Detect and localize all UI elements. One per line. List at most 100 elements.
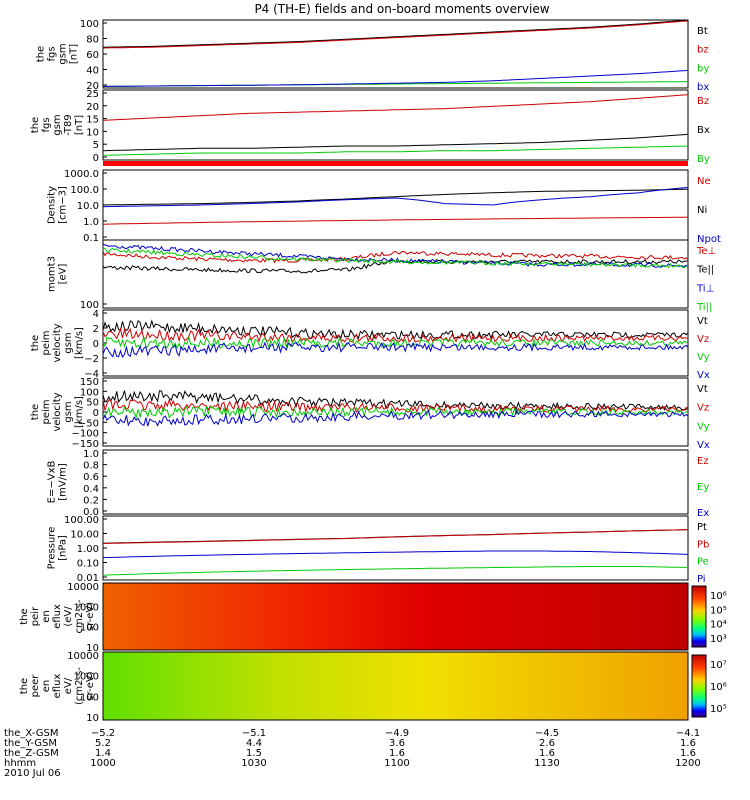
series-line-bz xyxy=(102,20,689,49)
y-axis-label: [eV] xyxy=(58,264,69,285)
series-line-bx xyxy=(103,69,689,87)
y-tick-label: 1000.0 xyxy=(64,169,99,180)
series-line-Te⊥ xyxy=(102,250,689,264)
heatmap-body xyxy=(102,651,689,721)
series-line-Vt xyxy=(102,390,689,411)
status-bar xyxy=(103,161,688,166)
y-axis-label: the xyxy=(30,404,41,420)
y-axis-label: peim xyxy=(41,399,52,424)
panel-peer_en: the peer en eflux eV/(cm2-s-sr-eV) 10000 1000 1… xyxy=(19,651,727,724)
y-tick-label: 0.2 xyxy=(83,495,99,506)
legend-Te||: Te|| xyxy=(696,265,714,276)
date-label: 2010 Jul 06 xyxy=(4,768,61,779)
legend-Ti⊥: Ti⊥ xyxy=(696,283,714,294)
y-tick-label: 80 xyxy=(86,35,99,46)
legend-Vx: Vx xyxy=(697,440,710,451)
legend-Npot: Npot xyxy=(697,234,721,245)
y-axis-label: gsm xyxy=(52,114,63,135)
y-tick-label: 4 xyxy=(93,309,99,320)
y-tick-label: 0.1 xyxy=(83,233,99,244)
panel-frame xyxy=(102,515,689,581)
y-tick-label: 1.0 xyxy=(83,449,99,460)
x-axis: the_X-GSM −5.2 −5.1 −4.9 −4.5 −4.1 the_Y-GSM 5.… xyxy=(4,728,701,769)
legend-By: By xyxy=(697,154,710,165)
panel-pressure: Pressure [nPa] 100.00 10.00 1.00 0.10 0.01 Pt Pb… xyxy=(47,515,710,585)
y-tick-label: 60 xyxy=(86,50,99,61)
y-tick-label: 0.6 xyxy=(83,472,99,483)
legend-Te⊥: Te⊥ xyxy=(696,246,716,257)
y-tick-label: 10000 xyxy=(67,651,99,662)
y-axis-label: [nT] xyxy=(74,115,85,135)
chart-title: P4 (TH-E) fields and on-board moments ov… xyxy=(254,2,549,16)
y-axis-label: -T89 xyxy=(63,114,74,136)
y-axis-label: [km/s] xyxy=(74,396,85,428)
x-tick-label: 1000 xyxy=(90,758,115,769)
y-axis-label: (cm2-s- xyxy=(74,667,85,705)
y-axis-label: the xyxy=(19,608,30,624)
x-tick-label: 1130 xyxy=(534,758,559,769)
y-axis-label: the xyxy=(36,46,47,62)
colorbar-tick-label: 10⁷ xyxy=(710,660,727,671)
legend-Ey: Ey xyxy=(697,482,709,493)
y-axis-label: fgs xyxy=(47,46,58,61)
legend-Ez: Ez xyxy=(697,456,709,467)
y-tick-label: 5 xyxy=(93,140,99,151)
colorbar-tick-label: 10⁴ xyxy=(710,620,727,631)
y-axis-label: [nT] xyxy=(69,44,80,64)
series-line-Ni xyxy=(102,188,689,206)
panel-mom_temp: momt3 [eV] 100 Te⊥ Te|| Ti⊥ Ti|| xyxy=(47,239,716,313)
y-axis-label: [km/s] xyxy=(74,327,85,359)
y-tick-label: 0.01 xyxy=(77,573,99,584)
series-line-Vz xyxy=(102,327,689,344)
y-axis-label: peer xyxy=(30,674,41,698)
legend-Vt: Vt xyxy=(697,316,708,327)
series-line-Bz xyxy=(102,94,689,121)
y-axis-label: [nPa] xyxy=(58,535,69,561)
y-axis-label: E=−VxB xyxy=(47,461,58,504)
x-tick-label: 1.6 xyxy=(680,738,696,749)
y-tick-label: 0.0 xyxy=(83,507,99,518)
x-tick-label: 1030 xyxy=(241,758,266,769)
y-tick-label: 100 xyxy=(80,623,99,634)
legend-Bz: Bz xyxy=(697,96,709,107)
y-tick-label: 10 xyxy=(86,713,99,724)
y-tick-label: −150 xyxy=(72,439,99,450)
y-tick-label: −4 xyxy=(84,369,99,380)
colorbar-tick-label: 10⁵ xyxy=(710,704,727,715)
panel-frame xyxy=(102,449,689,515)
y-axis-label: en xyxy=(41,680,52,693)
series-line-By xyxy=(102,145,689,156)
y-axis-label: (eV/ xyxy=(63,606,74,627)
series-line-Vx xyxy=(102,341,689,359)
y-tick-label: 0.8 xyxy=(83,461,99,472)
y-tick-label: 100 xyxy=(80,300,99,311)
y-tick-label: 20 xyxy=(86,102,99,113)
y-tick-label: 10000 xyxy=(67,582,99,593)
x-tick-label: −4.9 xyxy=(385,728,409,739)
panel-density: Density [cm−3] 1000.0 100.0 10.0 1.0 0.1 Ne Ni Np… xyxy=(47,169,721,245)
x-tick-label: −4.1 xyxy=(676,728,700,739)
series-line-Pe xyxy=(102,566,689,576)
x-tick-label: −5.2 xyxy=(91,728,115,739)
legend-Pb: Pb xyxy=(697,539,709,550)
x-tick-label: 1.6 xyxy=(680,748,696,759)
y-tick-label: 1000 xyxy=(74,672,99,683)
y-axis-label: Pressure xyxy=(47,527,58,570)
legend-Ni: Ni xyxy=(697,205,707,216)
y-axis-label: en xyxy=(41,610,52,623)
y-axis-label: fgs xyxy=(41,117,52,132)
legend-bz: bz xyxy=(697,45,709,56)
series-line-Ti⊥ xyxy=(102,243,689,268)
y-tick-label: 10 xyxy=(86,643,99,654)
x-row-label: the_Y-GSM xyxy=(4,738,57,749)
panel-peir_en: the peir en eflux (eV/cm2-s-sr-eV) 10000 1000 1… xyxy=(19,582,727,654)
y-axis-label: velocity xyxy=(52,323,63,362)
y-tick-label: 1.0 xyxy=(83,217,99,228)
colorbar-tick-label: 10⁶ xyxy=(710,682,727,693)
y-axis-label: eflux xyxy=(52,604,63,629)
x-row-label: the_X-GSM xyxy=(4,728,58,739)
y-axis-label: sr-eV) xyxy=(85,602,96,631)
x-row-label: the_Z-GSM xyxy=(4,748,59,759)
